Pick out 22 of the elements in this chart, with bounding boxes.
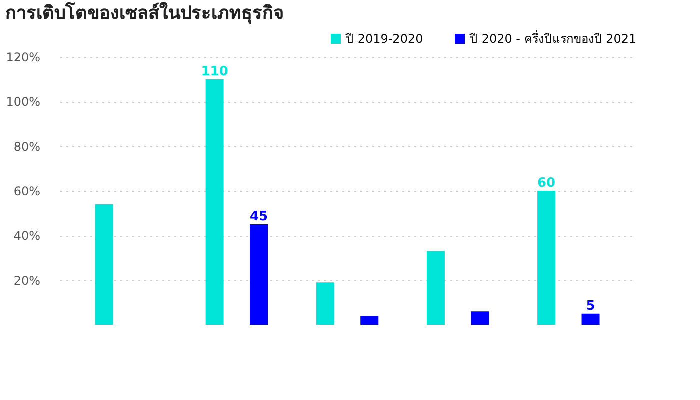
- data-label: 5: [586, 298, 596, 314]
- y-tick-label: 100%: [6, 95, 40, 110]
- bar: [426, 251, 445, 325]
- legend-label: ปี 2019-2020: [345, 32, 424, 46]
- y-tick-label: 80%: [14, 140, 40, 154]
- bar: [471, 312, 490, 325]
- y-tick-label: 60%: [14, 184, 40, 198]
- y-tick-label: 120%: [6, 50, 40, 64]
- bar: [360, 316, 379, 325]
- chart-title: การเติบโตของเซลส์ในประเภทธุรกิจ: [6, 2, 285, 25]
- data-label: 45: [250, 210, 268, 224]
- data-label: 110: [201, 64, 228, 80]
- data-label: 60: [537, 176, 556, 191]
- bar: [95, 204, 114, 325]
- bar: [538, 191, 556, 325]
- bar: [206, 79, 224, 325]
- y-tick-label: 20%: [14, 274, 40, 288]
- legend-label: ปี 2020 - ครึ่งปีแรกของปี 2021: [469, 30, 637, 46]
- bar: [582, 314, 600, 325]
- bar: [250, 224, 268, 325]
- y-tick-label: 40%: [14, 229, 40, 244]
- bar: [316, 282, 334, 325]
